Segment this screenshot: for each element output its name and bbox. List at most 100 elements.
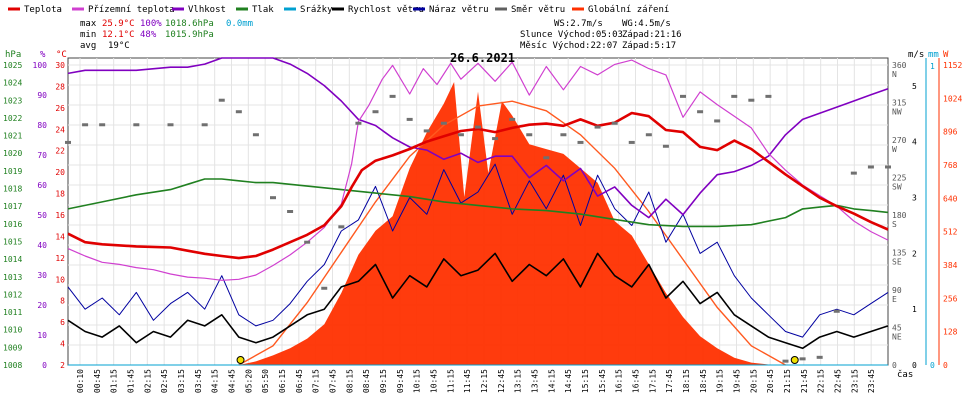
stats-max-rain: 0.0mm xyxy=(226,19,253,29)
stats-min-hum: 48% xyxy=(140,30,157,40)
legend-label: Vlhkost xyxy=(188,5,226,15)
wind-direction-point xyxy=(594,125,601,129)
x-tick-label: 12:45 xyxy=(497,369,506,393)
x-tick-label: 02:45 xyxy=(160,369,169,393)
radiation-theoretical-line xyxy=(238,100,786,366)
direction-tick-label: N xyxy=(892,70,897,79)
hpa-tick-label: 1021 xyxy=(3,132,22,141)
wind-speed-info: WS:2.7m/s xyxy=(554,19,603,29)
radiation-tick-label: 512 xyxy=(943,228,958,237)
wind-gust-info: WG:4.5m/s xyxy=(622,19,671,29)
stats-avg-temp: 19°C xyxy=(108,41,130,51)
c-tick-label: 18 xyxy=(55,190,65,199)
x-tick-label: 01:15 xyxy=(110,369,119,393)
x-tick-label: 17:45 xyxy=(665,369,674,393)
direction-tick-label: 135 xyxy=(892,249,907,258)
hpa-tick-label: 1015 xyxy=(3,237,22,246)
radiation-area xyxy=(68,82,888,365)
wind-direction-point xyxy=(697,110,704,114)
x-tick-label: 05:20 xyxy=(244,369,253,393)
x-tick-label: 09:45 xyxy=(396,369,405,393)
stats-max-press: 1018.6hPa xyxy=(165,19,214,29)
wind-direction-point xyxy=(731,94,738,98)
wind-direction-point xyxy=(526,133,533,137)
x-tick-label: 18:45 xyxy=(699,369,708,393)
wind-direction-point xyxy=(611,121,618,125)
wind-direction-point xyxy=(338,225,345,229)
x-tick-label: 23:45 xyxy=(867,369,876,393)
direction-tick-label: 45 xyxy=(892,324,902,333)
hpa-tick-label: 1017 xyxy=(3,202,22,211)
stats-min-press: 1015.9hPa xyxy=(165,30,214,40)
x-tick-label: 21:45 xyxy=(800,369,809,393)
legend-label: Teplota xyxy=(24,5,62,15)
hpa-tick-label: 1014 xyxy=(3,255,22,264)
x-tick-label: 10:45 xyxy=(430,369,439,393)
hpa-tick-label: 1010 xyxy=(3,326,22,335)
ms-tick-label: 0 xyxy=(912,361,917,370)
wind-direction-point xyxy=(201,123,208,127)
hpa-tick-label: 1022 xyxy=(3,114,22,123)
stats-min-temp: 12.1°C xyxy=(102,30,135,40)
wind-direction-point xyxy=(867,165,874,169)
wind-direction-point xyxy=(816,355,823,359)
axis-unit-labels: hPa % °C m/s mm W čas xyxy=(5,50,949,380)
w-unit-label: W xyxy=(943,50,949,60)
direction-tick-label: NW xyxy=(892,108,902,117)
direction-tick-label: SW xyxy=(892,183,902,192)
x-tick-label: 20:15 xyxy=(749,369,758,393)
wind-direction-point xyxy=(782,359,789,363)
series-line xyxy=(67,178,889,228)
wind-direction-point xyxy=(82,123,89,127)
x-tick-label: 02:15 xyxy=(143,369,152,393)
x-tick-label: 17:15 xyxy=(648,369,657,393)
stats-avg-label: avg xyxy=(80,41,96,51)
ms-tick-label: 3 xyxy=(912,194,917,203)
x-tick-label: 22:15 xyxy=(817,369,826,393)
wind-direction-point xyxy=(509,117,516,121)
wind-direction-point xyxy=(645,133,652,137)
c-tick-label: 2 xyxy=(60,361,65,370)
legend-label: Přízemní teplota xyxy=(88,5,175,15)
c-tick-label: 30 xyxy=(55,61,65,70)
pct-tick-label: 40 xyxy=(37,241,47,250)
pct-tick-label: 80 xyxy=(37,121,47,130)
wind-direction-point xyxy=(235,110,242,114)
x-tick-label: 07:15 xyxy=(312,369,321,393)
x-tick-label: 03:15 xyxy=(177,369,186,393)
stats-block: max 25.9°C 100% 1018.6hPa 0.0mm min 12.1… xyxy=(80,19,253,51)
time-unit-label: čas xyxy=(897,369,913,380)
wind-direction-point xyxy=(252,133,259,137)
wind-direction-point xyxy=(167,123,174,127)
moon-set-info: Západ:5:17 xyxy=(622,41,676,51)
direction-tick-label: 315 xyxy=(892,99,907,108)
x-tick-label: 12:15 xyxy=(480,369,489,393)
direction-tick-label: 225 xyxy=(892,174,907,183)
direction-tick-label: S xyxy=(892,220,897,229)
wind-direction-point xyxy=(304,240,311,244)
x-tick-label: 00:10 xyxy=(76,369,85,393)
radiation-tick-label: 1152 xyxy=(943,61,962,70)
x-tick-label: 16:15 xyxy=(615,369,624,393)
ms-unit-label: m/s xyxy=(908,50,924,60)
x-tick-label: 11:45 xyxy=(463,369,472,393)
hpa-tick-label: 1019 xyxy=(3,167,22,176)
legend: Teplota Přízemní teplota Vlhkost Tlak Srážky… xyxy=(8,5,669,15)
x-tick-label: 18:15 xyxy=(682,369,691,393)
legend-label: Tlak xyxy=(252,5,274,15)
ms-tick-label: 1 xyxy=(912,305,917,314)
wind-direction-point xyxy=(321,286,328,290)
ms-tick-label: 4 xyxy=(912,138,917,147)
c-tick-label: 8 xyxy=(60,297,65,306)
pct-tick-label: 70 xyxy=(37,151,47,160)
x-tick-label: 08:45 xyxy=(362,369,371,393)
wind-direction-point xyxy=(457,133,464,137)
stats-max-temp: 25.9°C xyxy=(102,19,135,29)
x-tick-label: 09:15 xyxy=(379,369,388,393)
mm-tick-label: 0 xyxy=(930,361,935,370)
wind-direction-point xyxy=(355,121,362,125)
x-tick-label: 01:45 xyxy=(127,369,136,393)
wind-direction-point xyxy=(406,117,413,121)
wind-direction-point xyxy=(475,125,481,129)
x-tick-label: 19:15 xyxy=(716,369,725,393)
